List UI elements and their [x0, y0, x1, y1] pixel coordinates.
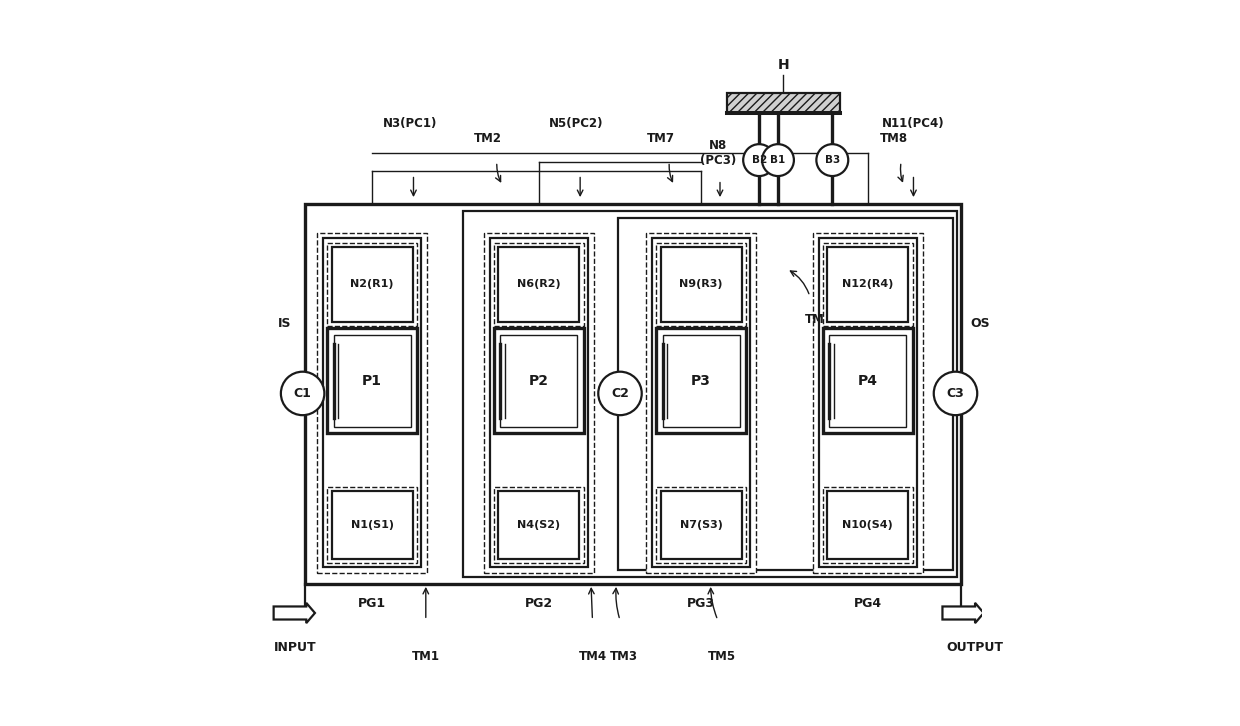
Text: N11(PC4): N11(PC4) — [882, 118, 945, 131]
Bar — [827, 492, 909, 558]
Bar — [331, 492, 413, 558]
Bar — [494, 487, 584, 563]
Bar — [327, 242, 417, 326]
Bar — [646, 232, 756, 573]
Bar — [656, 242, 746, 326]
Text: P2: P2 — [528, 374, 549, 388]
Text: N9(R3): N9(R3) — [680, 280, 723, 290]
Text: N10(S4): N10(S4) — [842, 520, 893, 530]
Bar — [501, 335, 578, 427]
Text: B1: B1 — [770, 155, 786, 165]
Text: N4(S2): N4(S2) — [517, 520, 560, 530]
Text: PG3: PG3 — [687, 597, 715, 610]
Text: N1(S1): N1(S1) — [351, 520, 393, 530]
Text: N2(R1): N2(R1) — [351, 280, 394, 290]
Bar — [494, 328, 584, 433]
Text: C2: C2 — [611, 387, 629, 400]
Text: P3: P3 — [691, 374, 711, 388]
Bar — [823, 487, 913, 563]
Bar — [656, 487, 746, 563]
Text: OUTPUT: OUTPUT — [946, 640, 1003, 653]
Bar — [656, 328, 746, 433]
Bar — [823, 328, 913, 433]
Text: PG4: PG4 — [854, 597, 882, 610]
Text: TM6: TM6 — [805, 313, 833, 326]
Bar — [652, 238, 750, 567]
Bar — [830, 335, 906, 427]
Text: B2: B2 — [751, 155, 766, 165]
Text: TM4: TM4 — [578, 650, 606, 663]
Circle shape — [816, 144, 848, 176]
Circle shape — [598, 372, 642, 415]
Bar — [812, 232, 923, 573]
Bar — [727, 94, 839, 113]
Bar — [327, 487, 417, 563]
Circle shape — [281, 372, 325, 415]
Circle shape — [934, 372, 977, 415]
Bar — [498, 247, 579, 322]
Circle shape — [763, 144, 794, 176]
Text: C3: C3 — [946, 387, 965, 400]
Bar — [618, 218, 954, 569]
Text: TM8: TM8 — [880, 132, 908, 145]
Text: INPUT: INPUT — [274, 640, 316, 653]
Text: P4: P4 — [858, 374, 878, 388]
Circle shape — [743, 144, 775, 176]
Text: PG2: PG2 — [525, 597, 553, 610]
Text: TM5: TM5 — [708, 650, 737, 663]
Bar — [661, 247, 742, 322]
Text: N8
(PC3): N8 (PC3) — [699, 139, 737, 167]
Text: OS: OS — [970, 317, 990, 330]
Bar — [498, 492, 579, 558]
Text: IS: IS — [278, 317, 291, 330]
Text: N6(R2): N6(R2) — [517, 280, 560, 290]
Bar — [661, 492, 742, 558]
Bar — [334, 335, 410, 427]
Text: N5(PC2): N5(PC2) — [549, 118, 604, 131]
Text: N3(PC1): N3(PC1) — [383, 118, 436, 131]
Text: B3: B3 — [825, 155, 839, 165]
Text: H: H — [777, 57, 789, 72]
Text: P1: P1 — [362, 374, 382, 388]
Bar — [327, 328, 417, 433]
Bar — [823, 242, 913, 326]
Bar — [490, 238, 588, 567]
Bar — [463, 211, 957, 576]
FancyArrow shape — [274, 603, 315, 623]
Text: N12(R4): N12(R4) — [842, 280, 894, 290]
Bar — [331, 247, 413, 322]
Text: C1: C1 — [294, 387, 311, 400]
Text: N7(S3): N7(S3) — [680, 520, 723, 530]
Text: TM2: TM2 — [474, 132, 502, 145]
Bar — [494, 242, 584, 326]
Bar — [322, 238, 422, 567]
Text: TM1: TM1 — [412, 650, 440, 663]
Text: TM3: TM3 — [610, 650, 637, 663]
FancyArrow shape — [942, 603, 983, 623]
Bar — [818, 238, 918, 567]
Bar — [662, 335, 739, 427]
Bar — [305, 203, 961, 584]
Text: PG1: PG1 — [358, 597, 386, 610]
Text: TM7: TM7 — [646, 132, 675, 145]
Bar — [827, 247, 909, 322]
Bar — [317, 232, 428, 573]
Bar — [484, 232, 594, 573]
